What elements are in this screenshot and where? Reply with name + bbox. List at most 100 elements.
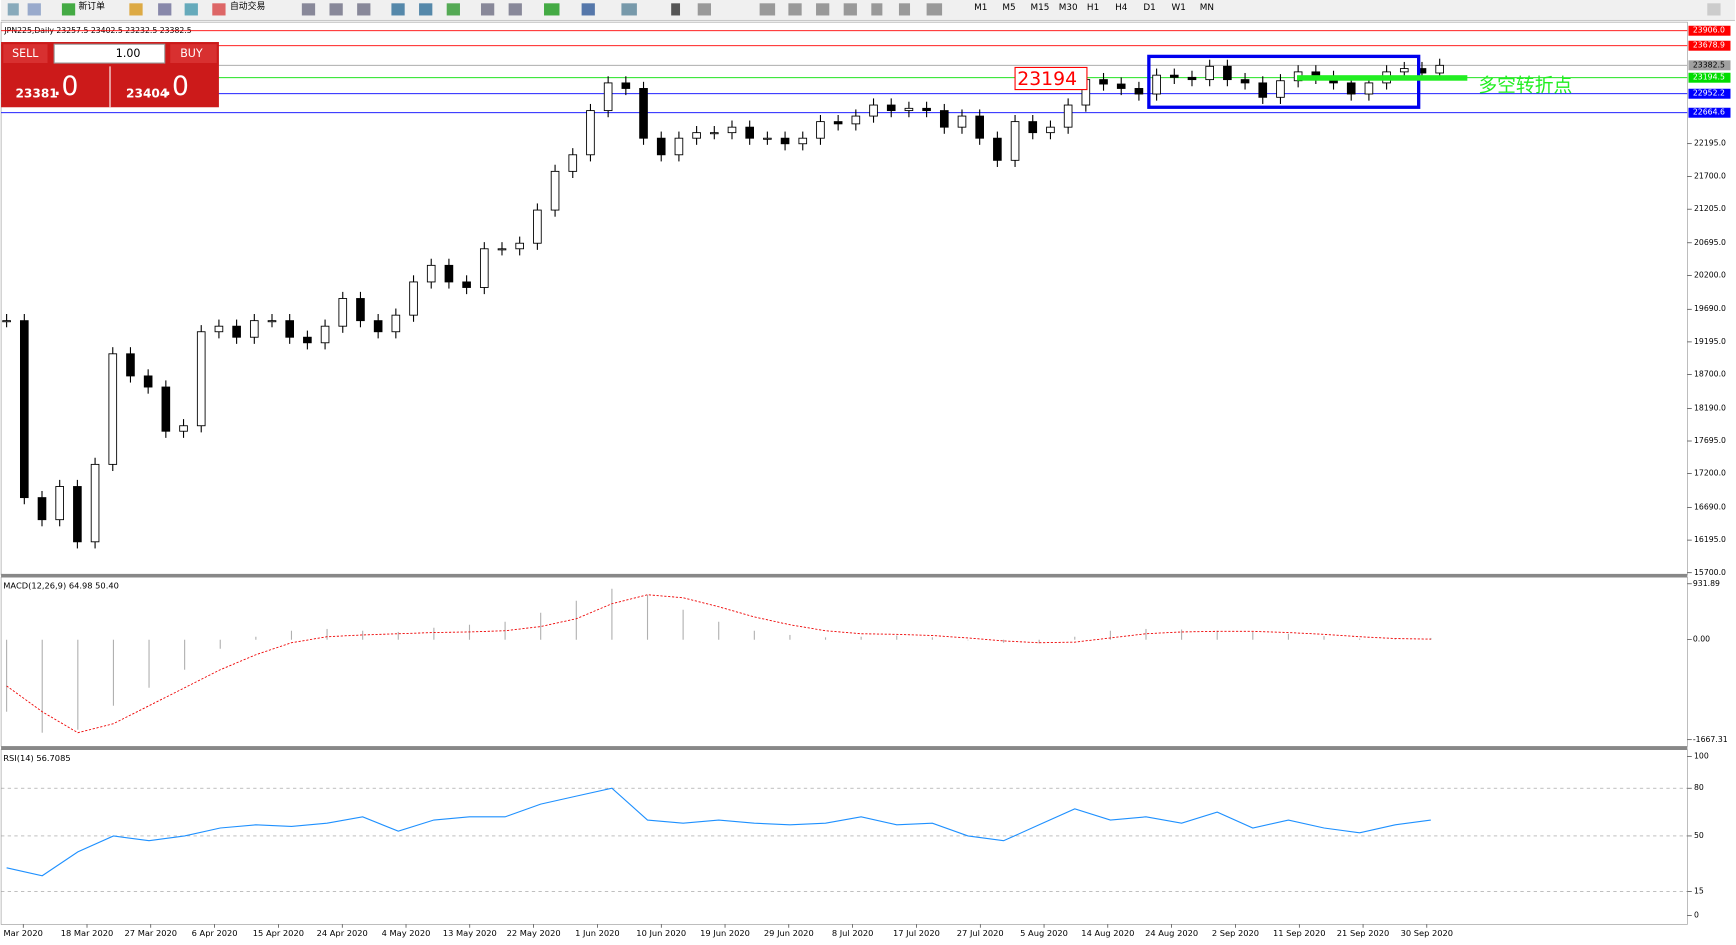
candle (1152, 74, 1161, 95)
sell-button[interactable] (3, 44, 48, 64)
candle (497, 248, 507, 251)
icon[interactable] (480, 3, 495, 16)
icon[interactable] (129, 3, 143, 16)
icon[interactable] (816, 3, 830, 16)
timeframe[interactable]: H1 (1087, 3, 1099, 13)
macd-bar (1145, 628, 1147, 640)
date-label: 24 Apr 2020 (317, 928, 368, 938)
timeframe[interactable]: D1 (1143, 3, 1155, 13)
new-order[interactable]: 新订单 (78, 0, 105, 12)
candle (550, 170, 560, 211)
icon[interactable] (446, 3, 460, 16)
timeframe[interactable]: M15 (1031, 3, 1050, 13)
volume[interactable]: 1.00 (116, 47, 141, 60)
icon[interactable] (926, 3, 943, 16)
icon[interactable] (391, 3, 405, 16)
ask-fraction[interactable]: .0 (164, 71, 189, 102)
candle (709, 132, 719, 135)
ask-main[interactable]: 23404 (126, 86, 168, 100)
macd-bar (112, 639, 114, 706)
sell-label[interactable]: SELL (12, 47, 39, 60)
candle (1205, 65, 1214, 81)
rsi-tick-label: 100 (1694, 751, 1709, 760)
macd-bar (540, 612, 542, 640)
candle (373, 320, 383, 333)
macd-bar (255, 636, 257, 640)
icon[interactable] (759, 3, 776, 16)
icon[interactable] (621, 3, 637, 16)
icon[interactable] (871, 3, 883, 16)
icon[interactable] (508, 3, 522, 16)
icon[interactable] (671, 3, 681, 16)
timeframe[interactable]: M30 (1059, 3, 1078, 13)
auto-trading[interactable]: 自动交易 (230, 0, 265, 12)
macd-bar (611, 588, 613, 640)
bid-fraction[interactable]: .0 (53, 71, 78, 102)
candle (338, 298, 348, 327)
icon[interactable] (158, 3, 172, 16)
price-tick-label: 21700.0 (1694, 171, 1726, 180)
turning-note: 多空转折点 (1478, 75, 1572, 97)
divider (1, 746, 1688, 750)
bid-main[interactable]: 23381 (15, 86, 57, 100)
candle (763, 137, 772, 140)
macd-bar (1252, 631, 1254, 640)
macd-bar (896, 635, 898, 640)
candle (1187, 76, 1197, 81)
macd-tick-label: -1667.31 (1693, 735, 1728, 744)
buy-button[interactable] (170, 44, 217, 64)
rsi-pane (0, 749, 1688, 925)
price-tick-label: 16690.0 (1694, 502, 1726, 511)
macd-bar (1394, 639, 1396, 640)
icon[interactable] (544, 3, 560, 16)
price-pane (0, 21, 1688, 576)
macd-bar (362, 630, 364, 640)
price-tick-label: 18700.0 (1694, 370, 1726, 379)
macd-bar (1287, 633, 1289, 640)
icon[interactable] (329, 3, 343, 16)
macd-bar (397, 631, 399, 640)
search[interactable] (1707, 3, 1721, 16)
icon[interactable] (788, 3, 802, 16)
candle (621, 82, 631, 89)
icon[interactable] (581, 3, 595, 16)
candle (798, 137, 808, 145)
price-tick-label: 15700.0 (1694, 568, 1726, 577)
rsi-tick-label: 15 (1694, 887, 1704, 896)
candle (1435, 64, 1444, 74)
timeframe[interactable]: M1 (974, 3, 987, 13)
macd-bar (1181, 629, 1183, 640)
candle (1258, 82, 1268, 98)
buy-label[interactable]: BUY (180, 47, 203, 60)
icon[interactable] (843, 3, 857, 16)
icon[interactable] (212, 3, 226, 16)
volume-box[interactable] (53, 43, 166, 64)
icon[interactable] (419, 3, 433, 16)
icon[interactable] (27, 3, 41, 16)
candle (108, 353, 118, 465)
candle (993, 137, 1002, 161)
candle (1276, 80, 1285, 98)
level-tag (1688, 107, 1731, 118)
icon[interactable] (898, 3, 911, 16)
timeframe[interactable]: W1 (1172, 3, 1186, 13)
icon[interactable] (357, 3, 371, 16)
icon[interactable] (61, 3, 76, 16)
candle (285, 320, 295, 338)
timeframe[interactable]: M5 (1002, 3, 1015, 13)
date-label: 14 Aug 2020 (1081, 928, 1134, 938)
candle (462, 281, 471, 288)
price-box (1014, 66, 1088, 91)
icon[interactable] (7, 3, 19, 16)
timeframe[interactable]: MN (1200, 3, 1214, 13)
macd-bar (753, 630, 755, 640)
icon[interactable] (301, 3, 316, 16)
icon[interactable] (184, 3, 198, 16)
candle (904, 107, 914, 112)
timeframe[interactable]: H4 (1115, 3, 1128, 13)
macd-bar (1323, 636, 1325, 640)
date-label: 13 May 2020 (443, 928, 497, 938)
candle (833, 121, 843, 125)
icon[interactable] (697, 3, 711, 16)
